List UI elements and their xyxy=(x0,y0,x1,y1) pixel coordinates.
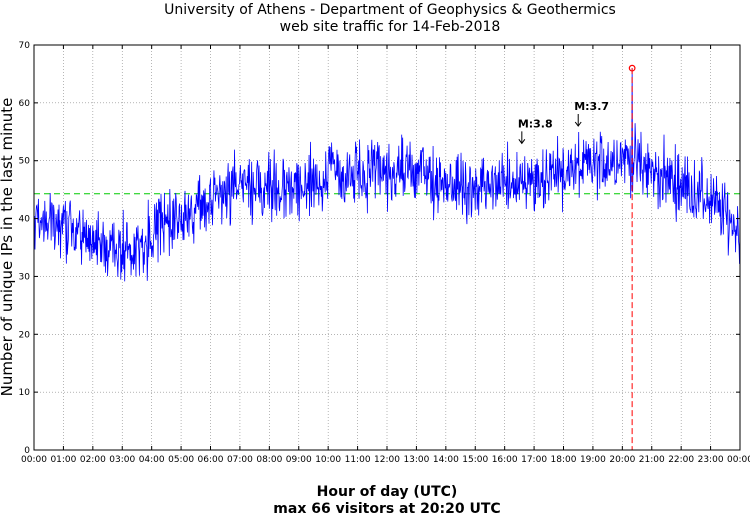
y-tick-label: 20 xyxy=(19,330,31,340)
x-tick-label: 02:00 xyxy=(80,455,106,465)
annotations-group: M:3.8 M:3.7 xyxy=(518,100,609,145)
x-tick-label: 04:00 xyxy=(139,455,165,465)
x-tick-label: 17:00 xyxy=(521,455,547,465)
chart-subtitle: max 66 visitors at 20:20 UTC xyxy=(273,501,500,515)
x-tick-label: 11:00 xyxy=(345,455,371,465)
x-tick-label: 16:00 xyxy=(492,455,518,465)
annotation-arrow-head xyxy=(518,139,526,145)
x-tick-label: 00:00 xyxy=(727,455,750,465)
y-tick-label: 0 xyxy=(24,446,30,456)
y-tick-label: 30 xyxy=(19,272,31,282)
x-tick-label: 06:00 xyxy=(198,455,224,465)
y-tick-label: 60 xyxy=(19,99,31,109)
x-tick-label: 09:00 xyxy=(286,455,312,465)
x-tick-label: 21:00 xyxy=(639,455,665,465)
x-tick-label: 03:00 xyxy=(109,455,135,465)
y-tick-label: 50 xyxy=(19,157,31,167)
x-tick-label: 13:00 xyxy=(403,455,429,465)
max-marker-point xyxy=(628,64,636,72)
x-tick-label: 10:00 xyxy=(315,455,341,465)
chart-title-line2: web site traffic for 14-Feb-2018 xyxy=(280,19,501,35)
annotation-arrow-head xyxy=(574,121,582,127)
x-tick-label: 07:00 xyxy=(227,455,253,465)
x-tick-label: 22:00 xyxy=(668,455,694,465)
max-marker-group xyxy=(628,64,636,450)
chart-title-line1: University of Athens - Department of Geo… xyxy=(164,2,616,18)
annotation-label: M:3.7 xyxy=(574,100,609,113)
annotation-label: M:3.8 xyxy=(518,117,553,130)
y-tick-label: 40 xyxy=(19,215,31,225)
x-tick-label: 19:00 xyxy=(580,455,606,465)
series-group xyxy=(33,68,741,282)
y-axis-ticks: 0 10 20 30 40 50 60 70 xyxy=(19,41,740,456)
x-axis-ticks: 00:00 01:00 02:00 03:00 04:00 05:00 06:00 07:00… xyxy=(21,45,750,465)
x-tick-label: 01:00 xyxy=(50,455,76,465)
x-tick-label: 05:00 xyxy=(168,455,194,465)
x-axis-label: Hour of day (UTC) xyxy=(317,484,458,500)
x-tick-label: 08:00 xyxy=(256,455,282,465)
y-axis-label: Number of unique IPs in the last minute xyxy=(0,98,16,397)
x-tick-label: 12:00 xyxy=(374,455,400,465)
x-tick-label: 18:00 xyxy=(551,455,577,465)
x-tick-label: 14:00 xyxy=(433,455,459,465)
x-tick-label: 15:00 xyxy=(462,455,488,465)
x-tick-label: 20:00 xyxy=(609,455,635,465)
x-tick-label: 00:00 xyxy=(21,455,47,465)
y-tick-label: 70 xyxy=(19,41,31,51)
y-tick-label: 10 xyxy=(19,388,31,398)
series-line-visitors xyxy=(33,68,741,282)
x-tick-label: 23:00 xyxy=(698,455,724,465)
